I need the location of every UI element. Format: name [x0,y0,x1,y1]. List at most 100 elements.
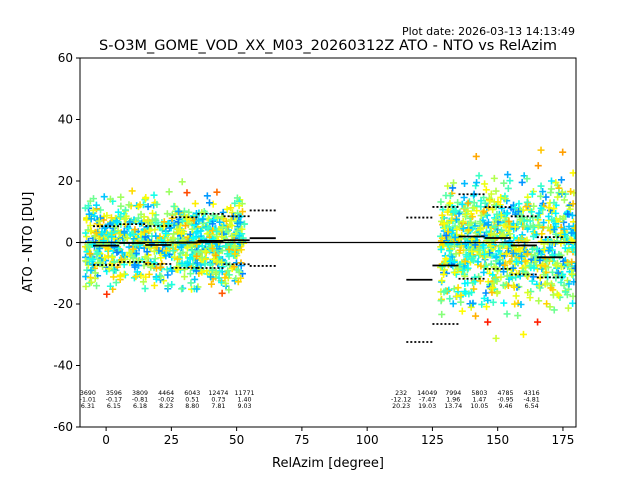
bin-count-label: 3596 [106,390,122,397]
scatter-marker [467,303,475,311]
scatter-marker [540,271,548,279]
scatter-marker [446,192,454,200]
scatter-marker [504,227,512,235]
scatter-marker [85,210,93,218]
scatter-marker [149,209,157,217]
scatter-marker [110,273,118,281]
scatter-marker [464,199,472,207]
scatter-marker [178,285,186,293]
scatter-marker [144,259,152,267]
scatter-marker [459,225,467,233]
scatter-marker [82,282,90,290]
scatter-marker [173,255,181,263]
scatter-marker [535,221,543,229]
scatter-marker [235,232,243,240]
scatter-marker [517,301,525,309]
scatter-marker [537,146,545,154]
scatter-marker [237,262,245,270]
bin-std-label: 8.80 [185,403,199,410]
scatter-marker [196,248,204,256]
scatter-marker [150,191,158,199]
scatter-marker [503,250,511,258]
scatter-marker [461,288,469,296]
scatter-marker [201,260,209,268]
scatter-marker [500,299,508,307]
scatter-marker [438,262,446,270]
scatter-marker [490,279,498,287]
scatter-marker [440,270,448,278]
scatter-marker [480,194,488,202]
scatter-marker [529,214,537,222]
scatter-marker [569,169,576,177]
bin-count-label: 5803 [471,390,487,397]
scatter-marker [493,210,501,218]
scatter-marker [209,200,217,208]
scatter-marker [224,267,232,275]
scatter-marker [475,172,483,180]
scatter-marker [87,227,95,235]
scatter-marker [531,258,539,266]
scatter-marker [237,246,245,254]
scatter-marker [223,250,231,258]
scatter-marker [537,182,545,190]
scatter-marker [193,259,201,267]
scatter-marker [170,202,178,210]
scatter-marker [568,270,576,278]
scatter-marker [218,258,226,266]
scatter-marker [477,212,485,220]
scatter-marker [558,188,566,196]
bin-mean-label: -0.02 [158,397,174,404]
scatter-marker [218,247,226,255]
scatter-marker [559,257,567,265]
scatter-marker [116,271,124,279]
scatter-marker [490,174,498,182]
scatter-marker [478,300,486,308]
scatter-marker [142,273,150,281]
scatter-marker [107,214,115,222]
scatter-marker [469,299,477,307]
scatter-marker [179,217,187,225]
scatter-marker [162,247,170,255]
scatter-marker [524,250,532,258]
scatter-marker [82,216,90,224]
x-axis: 0 25 50 75 100 125 150 175 [102,427,574,447]
scatter-marker [462,251,470,259]
y-tick-label: 0 [65,236,73,250]
bin-mean-label: 1.96 [446,397,460,404]
scatter-marker [157,263,165,271]
scatter-marker [117,193,125,201]
scatter-marker [548,215,556,223]
scatter-marker [218,213,226,221]
scatter-marker [479,242,487,250]
scatter-marker [552,230,560,238]
scatter-marker [487,190,495,198]
scatter-marker [156,272,164,280]
scatter-marker [546,244,554,252]
scatter-marker [515,200,523,208]
bin-count-label: 4316 [524,390,540,397]
scatter-marker [472,182,480,190]
bin-mean-label: -0.81 [132,397,148,404]
scatter-marker [569,299,576,307]
scatter-marker [561,244,569,252]
scatter-marker [225,271,233,279]
x-tick-label: 25 [164,433,179,447]
scatter-marker [451,269,459,277]
scatter-marker [535,297,543,305]
scatter-marker [234,278,242,286]
scatter-marker [520,222,528,230]
scatter-marker [125,224,133,232]
scatter-marker [193,285,201,293]
scatter-marker [456,246,464,254]
scatter-marker [446,295,454,303]
scatter-marker [437,198,445,206]
scatter-marker [231,199,239,207]
scatter-marker [512,258,520,266]
scatter-marker [131,226,139,234]
scatter-marker [452,216,460,224]
scatter-marker [168,281,176,289]
scatter-marker [538,230,546,238]
scatter-marker [468,213,476,221]
scatter-marker [552,179,560,187]
scatter-marker [457,291,465,299]
